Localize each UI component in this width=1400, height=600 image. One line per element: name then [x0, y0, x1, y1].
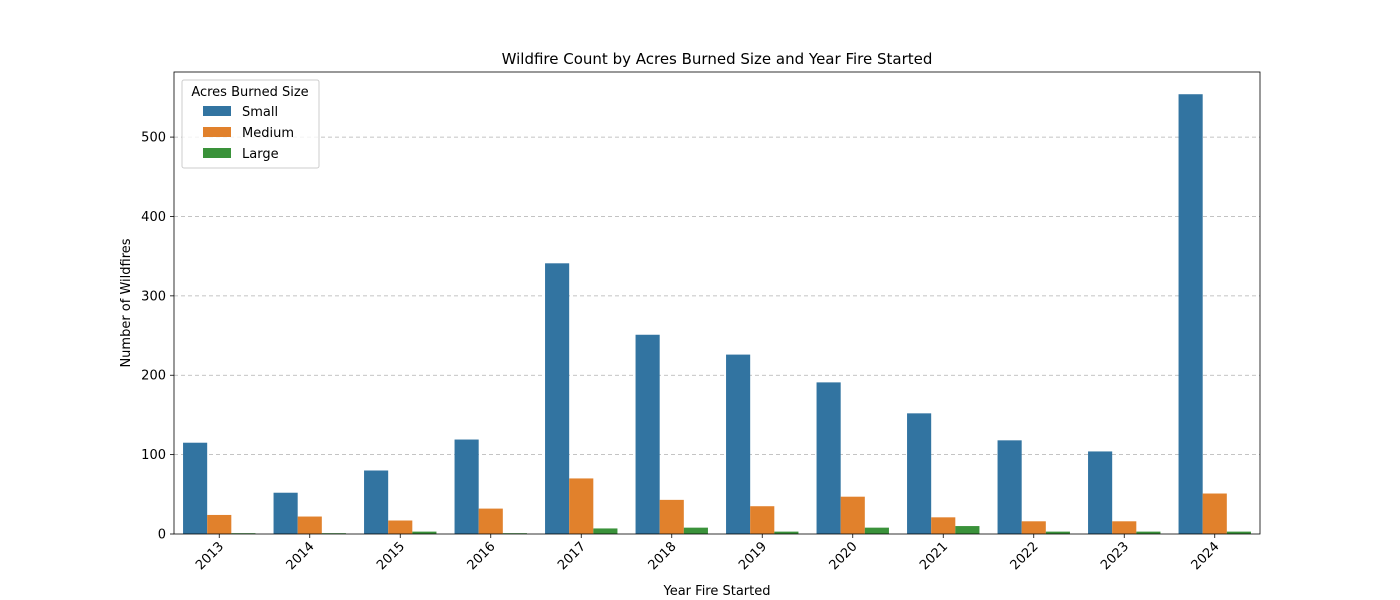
bars	[183, 94, 1251, 534]
legend-swatch-medium	[203, 127, 231, 137]
legend-items: Small Medium Large	[203, 105, 294, 162]
bar-large-2015	[412, 531, 437, 534]
y-tick-label: 0	[158, 528, 166, 543]
chart-title: Wildfire Count by Acres Burned Size and …	[502, 50, 933, 68]
bar-medium-2019	[750, 506, 775, 534]
y-axis-label: Number of Wildfires	[119, 238, 134, 367]
y-tick-label: 400	[141, 210, 166, 225]
x-axis-label: Year Fire Started	[663, 584, 771, 599]
x-tick-label: 2016	[465, 539, 499, 573]
y-tick-label: 200	[141, 369, 166, 384]
x-tick-label: 2014	[284, 539, 318, 573]
y-axis-ticks: 0 100 200 300 400 500	[141, 131, 174, 543]
legend-swatch-large	[203, 148, 231, 158]
legend-swatch-small	[203, 106, 231, 116]
bar-large-2019	[774, 531, 799, 534]
bar-medium-2017	[569, 478, 594, 534]
legend-label-small: Small	[242, 105, 278, 120]
y-tick-label: 500	[141, 131, 166, 146]
bar-medium-2015	[388, 520, 413, 534]
bar-small-2021	[907, 413, 932, 534]
bar-small-2015	[364, 470, 389, 534]
bar-medium-2020	[840, 496, 865, 534]
legend-label-large: Large	[242, 147, 279, 162]
bar-small-2013	[183, 442, 208, 534]
legend-title: Acres Burned Size	[191, 85, 308, 100]
bar-large-2023	[1136, 531, 1161, 534]
x-axis-ticks: 2013 2014 2015 2016 2017 2018 2019 2020 2021 2022…	[193, 534, 1223, 573]
bar-large-2024	[1226, 531, 1251, 534]
plot-area-frame	[173, 71, 1261, 535]
bar-large-2022	[1045, 531, 1070, 534]
bar-small-2020	[816, 382, 841, 534]
bar-small-2014	[273, 492, 298, 534]
x-tick-label: 2023	[1098, 539, 1132, 573]
bar-small-2023	[1088, 451, 1113, 534]
bar-medium-2018	[659, 499, 684, 534]
bar-large-2018	[683, 527, 708, 534]
bar-medium-2021	[931, 517, 956, 534]
bar-large-2021	[955, 526, 980, 534]
bar-small-2018	[635, 334, 660, 534]
bar-small-2016	[454, 439, 479, 534]
gridlines	[174, 136, 1260, 456]
legend: Acres Burned Size Small Medium Large	[181, 79, 320, 169]
bar-small-2019	[726, 354, 751, 534]
legend-label-medium: Medium	[242, 126, 294, 141]
y-tick-label: 300	[141, 289, 166, 304]
x-tick-label: 2018	[646, 539, 680, 573]
bar-medium-2013	[207, 514, 232, 534]
bar-medium-2023	[1112, 521, 1137, 534]
bar-small-2022	[997, 440, 1022, 534]
x-tick-label: 2022	[1008, 539, 1042, 573]
x-tick-label: 2015	[374, 539, 408, 573]
y-tick-label: 100	[141, 448, 166, 463]
bar-medium-2014	[297, 516, 322, 534]
bar-small-2024	[1178, 94, 1203, 534]
bar-medium-2016	[478, 508, 503, 534]
bar-small-2017	[545, 263, 570, 534]
bar-large-2020	[864, 527, 889, 534]
bar-large-2017	[593, 528, 618, 534]
bar-medium-2024	[1202, 493, 1227, 534]
x-tick-label: 2013	[193, 539, 227, 573]
x-tick-label: 2020	[827, 539, 861, 573]
x-tick-label: 2024	[1189, 539, 1223, 573]
x-tick-label: 2021	[917, 539, 951, 573]
legend-box	[181, 79, 320, 169]
bar-medium-2022	[1021, 521, 1046, 534]
x-tick-label: 2017	[555, 539, 589, 573]
x-tick-label: 2019	[736, 539, 770, 573]
